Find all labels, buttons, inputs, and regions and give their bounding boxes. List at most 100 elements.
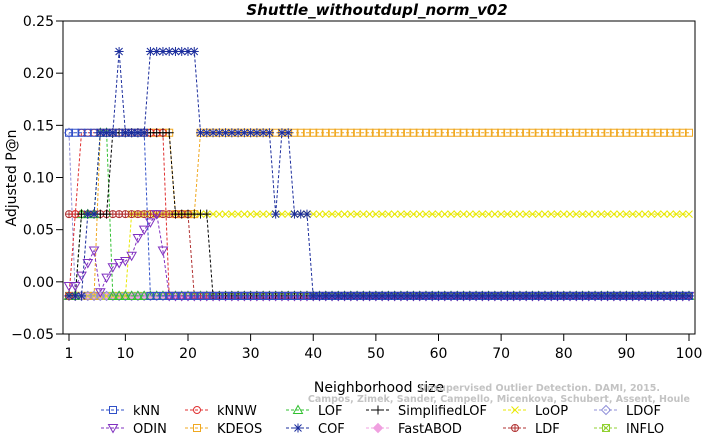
data-point: [672, 128, 681, 137]
data-point: [566, 210, 574, 218]
data-point: [616, 210, 624, 218]
data-point: [164, 128, 174, 138]
data-point: [390, 210, 399, 218]
data-point: [152, 291, 161, 300]
legend-label: COF: [318, 422, 345, 434]
data-point: [246, 210, 255, 218]
data-point: [678, 128, 687, 137]
data-point: [459, 128, 468, 137]
data-point: [528, 210, 537, 218]
series-line: [69, 213, 689, 297]
chart-title: Shuttle_withoutdupl_norm_v02: [246, 1, 507, 19]
data-point: [433, 291, 443, 301]
data-point: [126, 251, 137, 262]
data-point: [534, 210, 543, 218]
data-point: [309, 210, 318, 218]
data-point: [333, 291, 343, 301]
data-point: [659, 128, 668, 137]
data-point: [215, 210, 224, 218]
data-point: [572, 128, 581, 137]
data-point: [278, 210, 286, 218]
data-point: [666, 210, 675, 218]
data-point: [609, 128, 618, 137]
y-tick-label: 0.10: [23, 171, 54, 187]
data-point: [265, 291, 274, 300]
data-point: [77, 291, 87, 301]
legend-label: FastABOD: [398, 422, 462, 434]
data-point: [572, 210, 581, 218]
data-point: [497, 210, 505, 218]
data-point: [453, 128, 462, 137]
data-point: [534, 128, 543, 137]
data-point: [209, 210, 217, 218]
legend: kNN kNNW LOF SimplifiedLOF LoOP LDOF ODIN KDEOS…: [101, 404, 664, 434]
data-point: [334, 128, 343, 137]
data-point: [685, 210, 693, 218]
data-point: [522, 128, 531, 137]
data-point: [509, 210, 518, 218]
data-point: [365, 210, 374, 218]
data-point: [290, 291, 299, 300]
data-point: [271, 291, 280, 300]
data-point: [591, 210, 599, 218]
x-tick-label: 20: [179, 346, 197, 362]
legend-label: INFLO: [626, 422, 664, 434]
data-point: [647, 210, 656, 218]
plot-frame: [62, 20, 696, 335]
data-point: [334, 210, 343, 218]
series-line: [69, 212, 689, 297]
data-point: [440, 210, 449, 218]
legend-item-kdeos: KDEOS: [185, 422, 262, 434]
data-point: [447, 128, 456, 137]
data-point: [202, 291, 211, 300]
y-tick-label: 0.25: [23, 14, 54, 30]
x-tick-label: 1: [65, 346, 74, 362]
data-point: [271, 209, 281, 219]
data-point: [660, 210, 668, 218]
legend-marker: [373, 405, 383, 415]
data-point: [634, 128, 643, 137]
data-point: [214, 128, 224, 138]
data-point: [453, 210, 462, 218]
data-point: [346, 128, 355, 137]
data-point: [553, 128, 562, 137]
x-tick-label: 30: [242, 346, 260, 362]
data-point: [340, 210, 349, 218]
data-point: [459, 210, 468, 218]
data-point: [653, 210, 662, 218]
data-point: [202, 209, 212, 219]
data-point: [65, 128, 73, 137]
data-point: [284, 210, 293, 218]
data-point: [177, 291, 186, 300]
data-point: [403, 210, 412, 218]
data-point: [315, 210, 324, 218]
data-point: [378, 128, 387, 137]
legend-marker: [600, 404, 612, 416]
data-point: [440, 128, 449, 137]
data-point: [516, 210, 524, 218]
data-point: [171, 291, 180, 300]
data-point: [527, 291, 537, 301]
data-point: [346, 210, 355, 218]
legend-item-knnw: kNNW: [185, 404, 257, 419]
y-axis-label: Adjusted P@n: [4, 129, 20, 226]
data-point: [358, 291, 368, 301]
data-point: [372, 210, 380, 218]
data-point: [158, 291, 167, 300]
data-point: [240, 291, 249, 300]
series-loop: [65, 210, 693, 300]
data-point: [132, 290, 144, 300]
data-point: [465, 128, 474, 137]
data-point: [484, 128, 493, 137]
data-point: [69, 282, 81, 292]
data-point: [641, 128, 650, 137]
data-point: [83, 128, 92, 137]
data-point: [559, 210, 568, 218]
data-point: [622, 210, 631, 218]
data-point: [528, 128, 537, 137]
x-axis-label: Neighborhood size: [314, 380, 444, 396]
legend-item-simplifiedlof: SimplifiedLOF: [366, 404, 487, 419]
data-point: [151, 210, 163, 220]
data-point: [521, 291, 531, 301]
data-point: [120, 128, 130, 138]
